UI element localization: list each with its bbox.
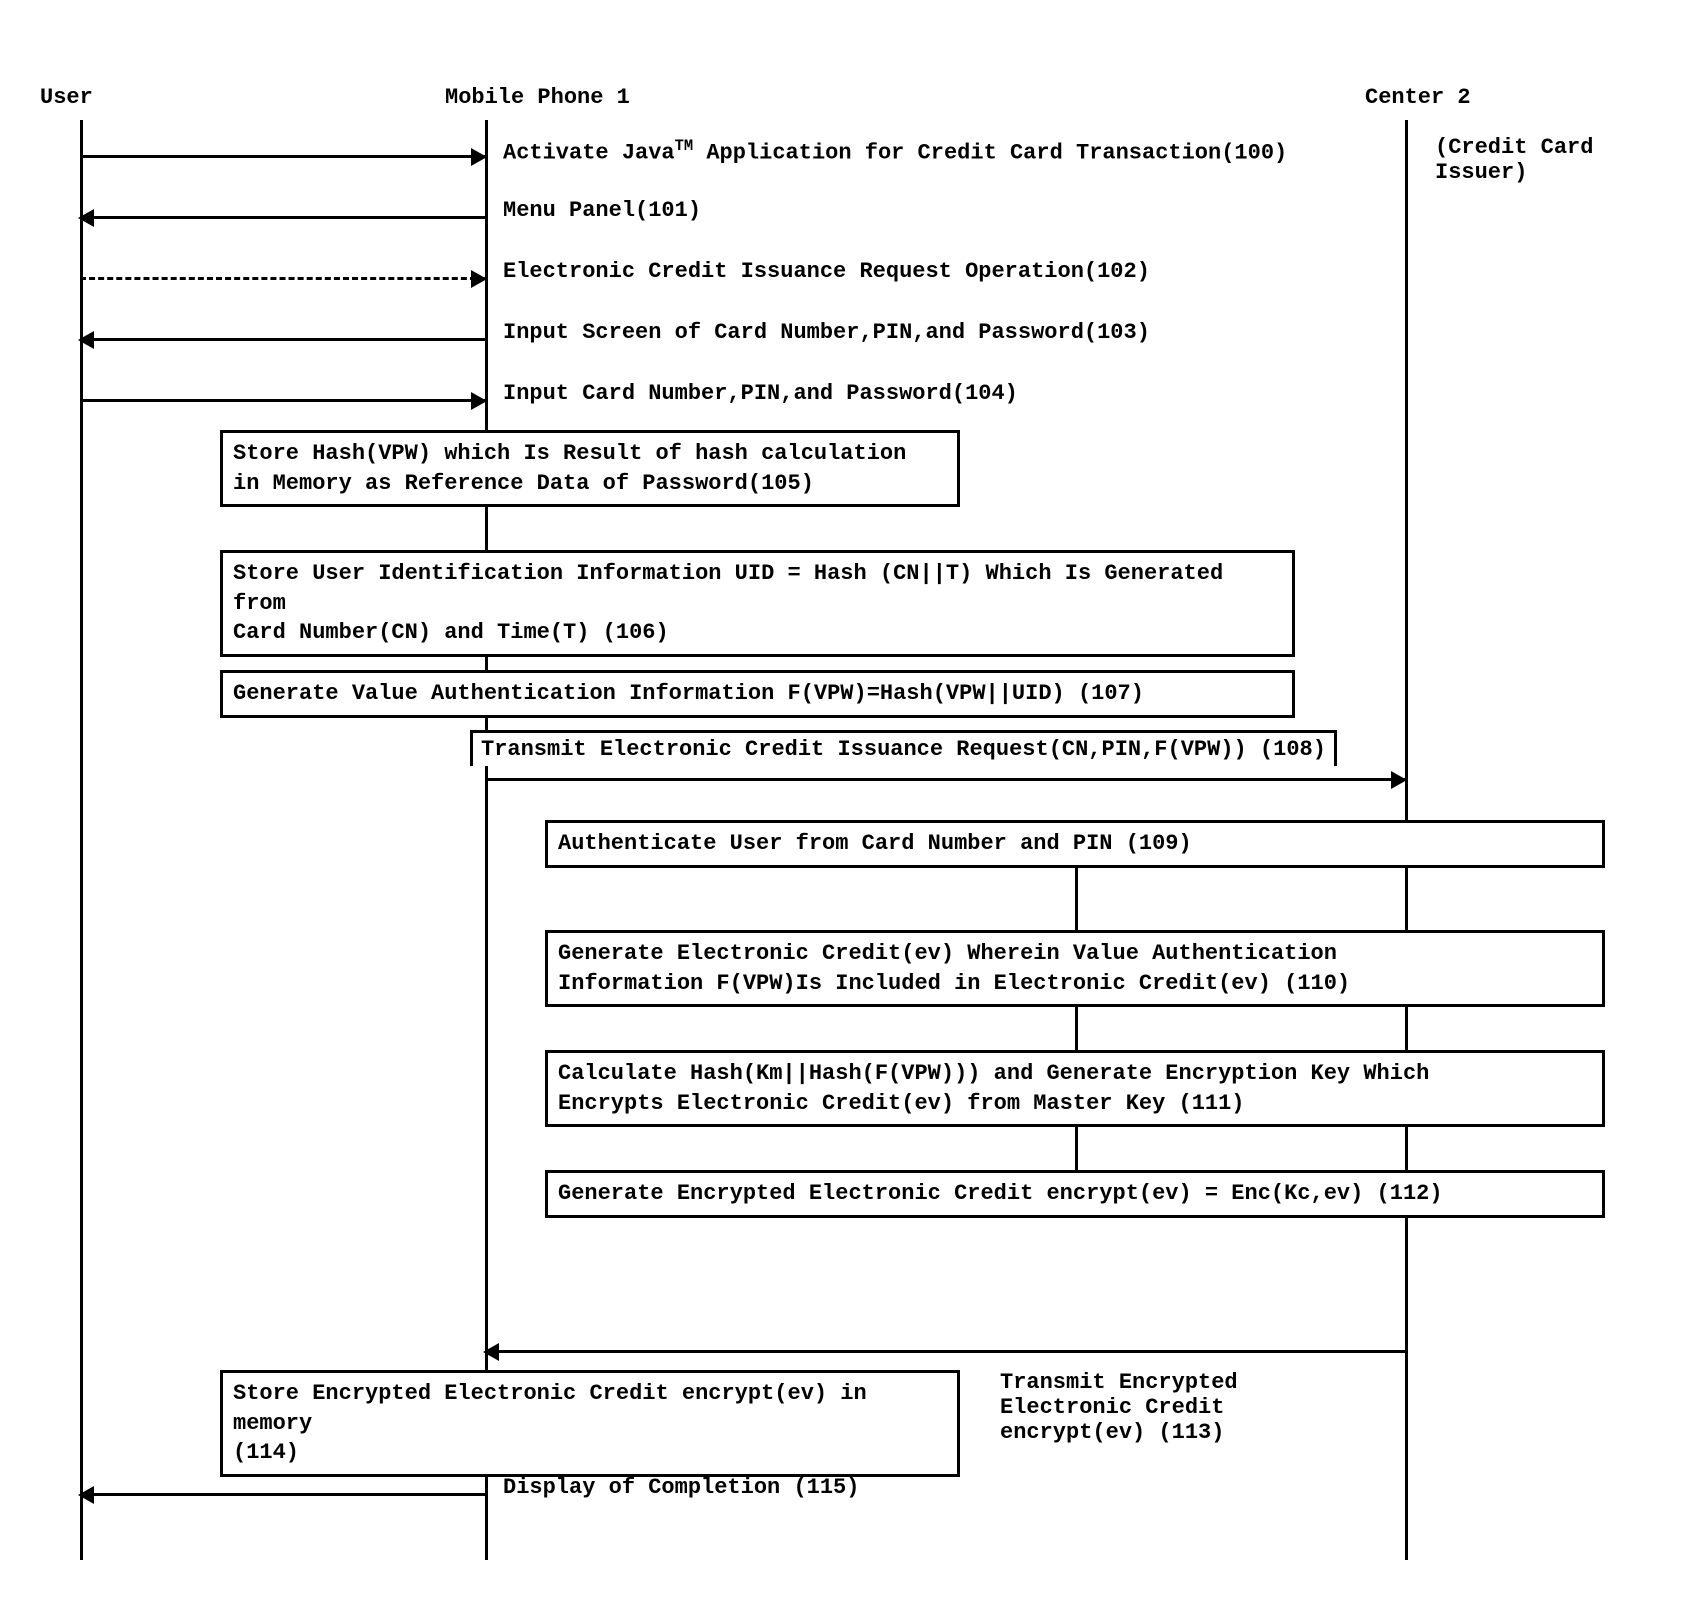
- sequence-diagram: User Mobile Phone 1 Center 2 (Credit Card I…: [0, 0, 1707, 1613]
- message-100: Activate JavaTM Application for Credit C…: [503, 137, 1287, 165]
- lane-label-center: Center 2: [1365, 85, 1471, 110]
- step-box-109: Authenticate User from Card Number and P…: [545, 820, 1605, 868]
- message-113: Transmit Encrypted Electronic Credit enc…: [1000, 1370, 1238, 1445]
- message-102: Electronic Credit Issuance Request Opera…: [503, 259, 1150, 284]
- connector-105-106: [485, 507, 488, 550]
- arrow-104: [80, 399, 485, 402]
- arrow-115: [80, 1493, 485, 1496]
- step-box-107: Generate Value Authentication Informatio…: [220, 670, 1295, 718]
- arrow-100: [80, 155, 485, 158]
- step-box-110: Generate Electronic Credit(ev) Wherein V…: [545, 930, 1605, 1007]
- step-box-106: Store User Identification Information UI…: [220, 550, 1295, 657]
- message-108: Transmit Electronic Credit Issuance Requ…: [470, 730, 1337, 766]
- arrow-102: [80, 277, 485, 280]
- step-box-105: Store Hash(VPW) which Is Result of hash …: [220, 430, 960, 507]
- lane-label-user: User: [40, 85, 93, 110]
- arrow-108: [485, 778, 1405, 781]
- message-101: Menu Panel(101): [503, 198, 701, 223]
- arrow-103: [80, 338, 485, 341]
- step-box-114: Store Encrypted Electronic Credit encryp…: [220, 1370, 960, 1477]
- message-104: Input Card Number,PIN,and Password(104): [503, 381, 1018, 406]
- step-box-111: Calculate Hash(Km||Hash(F(VPW))) and Gen…: [545, 1050, 1605, 1127]
- lane-label-mobile: Mobile Phone 1: [445, 85, 630, 110]
- arrow-101: [80, 216, 485, 219]
- lane-sublabel-center: (Credit Card Issuer): [1435, 135, 1593, 185]
- message-103: Input Screen of Card Number,PIN,and Pass…: [503, 320, 1150, 345]
- message-115: Display of Completion (115): [503, 1475, 859, 1500]
- arrow-113: [485, 1350, 1405, 1353]
- connector-110-111: [1075, 1007, 1078, 1050]
- connector-109-110: [1075, 868, 1078, 930]
- connector-111-112: [1075, 1127, 1078, 1170]
- connector-106-107: [485, 657, 488, 670]
- step-box-112: Generate Encrypted Electronic Credit enc…: [545, 1170, 1605, 1218]
